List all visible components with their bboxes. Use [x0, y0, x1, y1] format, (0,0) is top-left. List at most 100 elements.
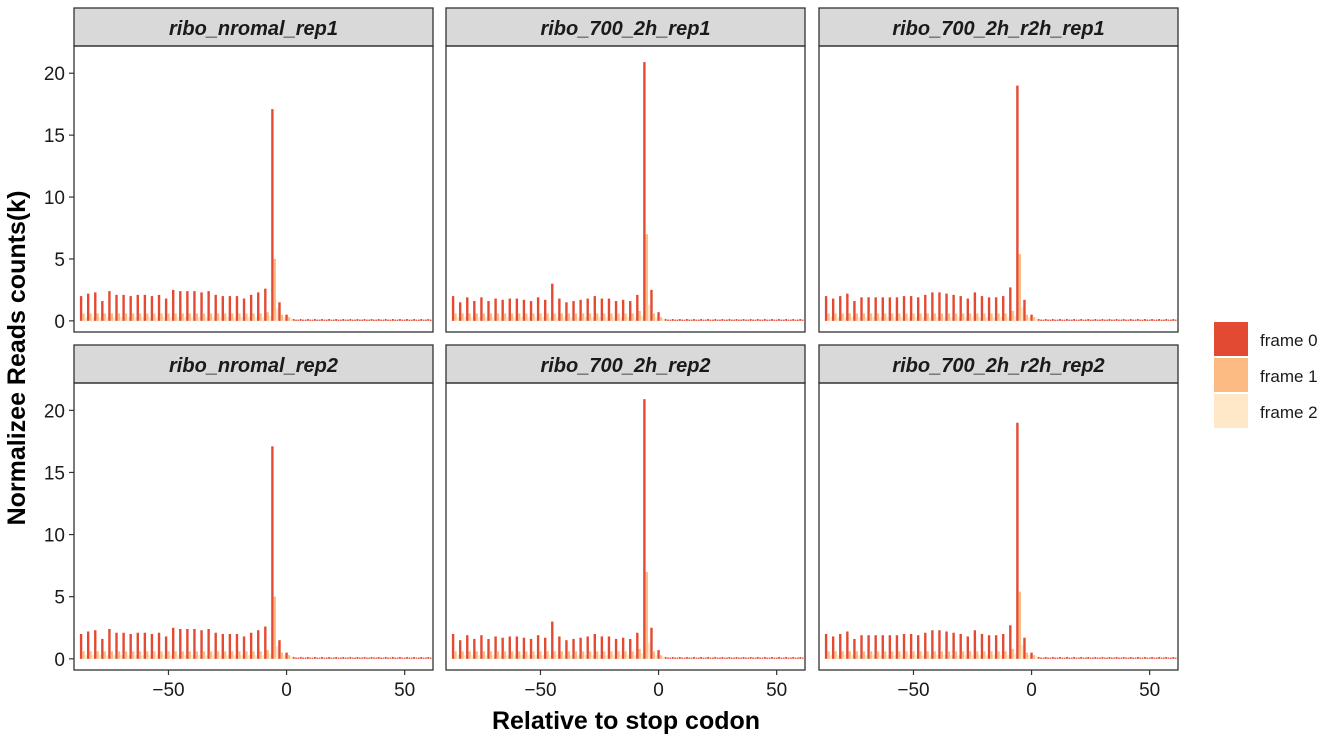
bar-tail — [1059, 319, 1061, 321]
bar-tail — [425, 657, 427, 659]
bar-frame-2 — [520, 317, 523, 321]
bar-tail — [799, 319, 802, 321]
bar-tail — [325, 319, 328, 321]
bar-frame-0 — [115, 294, 118, 321]
bar-tail — [365, 657, 368, 659]
bar-tail — [399, 656, 401, 659]
bar-tail — [1151, 319, 1153, 321]
bar-frame-0 — [249, 632, 253, 659]
bar-tail — [681, 657, 684, 659]
bar-frame-0 — [895, 297, 899, 321]
bar-frame-0 — [200, 292, 203, 321]
bar-frame-0 — [136, 632, 139, 659]
bar-frame-0 — [522, 637, 526, 659]
bar-frame-0 — [193, 291, 196, 321]
bar-frame-1 — [961, 313, 965, 321]
bar-frame-0 — [600, 298, 604, 321]
bar-frame-1 — [245, 313, 248, 321]
bar-frame-1 — [1004, 313, 1007, 321]
bar-tail — [716, 319, 719, 321]
bar-frame-2 — [562, 317, 566, 321]
legend-swatch — [1214, 322, 1248, 356]
bar-frame-0 — [593, 633, 596, 659]
bar-frame-2 — [247, 317, 250, 321]
bar-frame-1 — [898, 313, 901, 321]
bar-tail — [735, 319, 738, 321]
facet-title: ribo_nromal_rep2 — [169, 355, 338, 377]
bar-frame-0 — [122, 632, 125, 659]
bar-tail — [1167, 319, 1170, 321]
x-tick-label: 50 — [394, 680, 415, 701]
bar-frame-2 — [843, 655, 847, 659]
legend-label: frame 0 — [1260, 331, 1318, 350]
bar-tail — [1148, 657, 1151, 659]
bar-tail — [1144, 656, 1146, 659]
bar-frame-0 — [621, 299, 625, 321]
bar-tail — [763, 319, 766, 321]
bar-frame-2 — [569, 655, 573, 659]
bar-frame-1 — [891, 651, 894, 659]
bar-frame-1 — [855, 651, 858, 659]
bar-tail — [1070, 319, 1073, 321]
bar-frame-2 — [619, 655, 622, 659]
bar-tail — [368, 319, 371, 321]
bar-frame-1 — [124, 313, 128, 321]
bar-tail — [754, 319, 757, 321]
bar-tail — [370, 319, 373, 321]
bar-frame-0 — [108, 629, 111, 659]
bar-tail — [1096, 319, 1099, 321]
bar-frame-1 — [883, 313, 887, 321]
facet-title: ribo_nromal_rep1 — [169, 18, 338, 40]
bar-frame-1 — [624, 313, 627, 321]
panel-border — [445, 382, 806, 671]
bar-tail — [1106, 319, 1109, 321]
bar-frame-0 — [172, 627, 175, 659]
bar-tail — [351, 319, 354, 321]
bar-frame-1 — [461, 313, 464, 321]
bar-frame-0 — [614, 638, 618, 659]
bar-tail — [723, 657, 726, 659]
bar-frame-1 — [827, 313, 830, 321]
bar-frame-2 — [612, 655, 615, 659]
bar-frame-1 — [876, 651, 880, 659]
bar-frame-2 — [591, 655, 594, 659]
bar-tail — [1158, 319, 1161, 321]
bar-tail — [780, 319, 783, 321]
bar-tail — [394, 657, 397, 659]
bar-frame-0 — [867, 297, 870, 321]
bar-tail — [302, 319, 304, 321]
bar-tail — [1158, 656, 1161, 659]
bar-frame-2 — [1013, 653, 1017, 659]
bar-tail — [299, 656, 302, 659]
bar-frame-2 — [513, 655, 516, 659]
y-tick-label: 10 — [44, 526, 65, 547]
bar-tail — [295, 319, 297, 321]
bar-frame-2 — [900, 317, 903, 321]
bar-series-group — [824, 422, 1038, 659]
bar-frame-2 — [120, 655, 123, 659]
bar-tail — [1042, 319, 1045, 321]
legend: frame 0 frame 1 frame 2 — [1214, 322, 1318, 428]
bar-tail — [1110, 657, 1113, 659]
bar-tail — [801, 319, 804, 321]
y-tick-label: 5 — [54, 250, 65, 271]
bar-tail — [678, 319, 681, 321]
bar-tail — [387, 319, 390, 321]
bar-tail — [328, 319, 330, 321]
bar-frame-0 — [959, 296, 962, 321]
bar-frame-2 — [647, 304, 651, 321]
bar-tail — [763, 656, 766, 659]
bar-frame-1 — [947, 313, 951, 321]
bar-frame-0 — [271, 446, 274, 659]
bar-tail — [1077, 657, 1080, 659]
bar-frame-2 — [176, 317, 180, 321]
bar-frame-0 — [952, 294, 955, 321]
bar-tail — [799, 656, 802, 659]
facet-title: ribo_700_2h_r2h_rep1 — [892, 18, 1104, 40]
bar-frame-0 — [242, 298, 246, 321]
bar-frame-1 — [223, 313, 227, 321]
bar-frame-1 — [96, 651, 99, 659]
y-tick-label: 0 — [54, 650, 65, 671]
panel-border — [73, 45, 434, 333]
bar-tail — [292, 319, 295, 321]
